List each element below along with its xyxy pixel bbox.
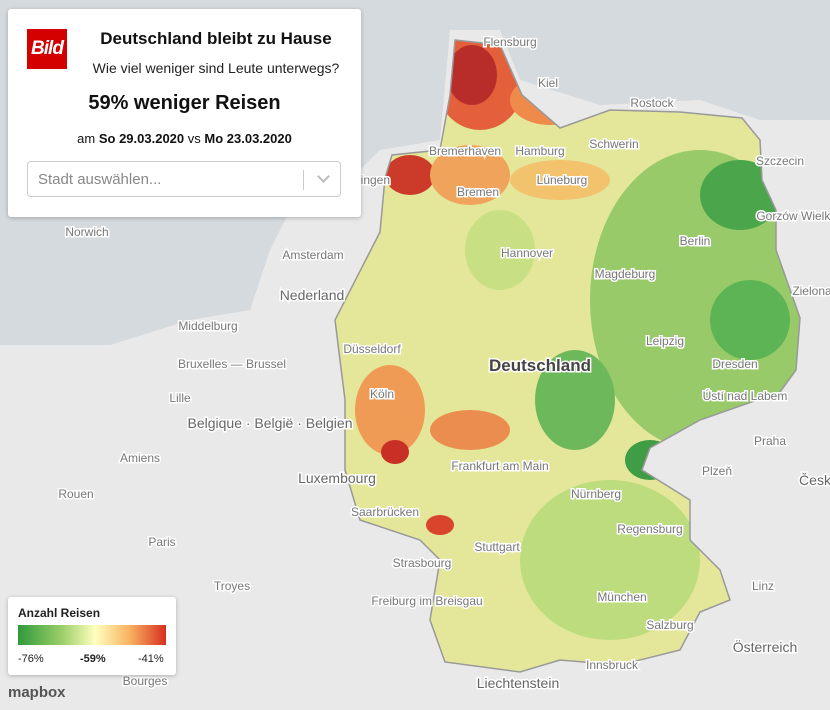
city-label: Magdeburg [595, 267, 656, 281]
city-label: Flensburg [483, 35, 536, 49]
city-label: Strasbourg [393, 556, 452, 570]
city-label: Frankfurt am Main [451, 459, 548, 473]
attribution[interactable]: mapbox [8, 684, 66, 701]
select-separator [303, 170, 304, 190]
legend-gradient [18, 625, 166, 645]
city-label: Regensburg [617, 522, 682, 536]
city-label: Middelburg [178, 319, 237, 333]
date-1: So 29.03.2020 [98, 131, 185, 146]
city-label: Amiens [120, 451, 160, 465]
city-label: Zielona [792, 284, 830, 298]
logo: Bild [27, 29, 67, 69]
city-label: Paris [148, 535, 175, 549]
country-label: Belgique · België · Belgien [188, 415, 353, 431]
title: Deutschland bleibt zu Hause [100, 29, 332, 48]
city-label: Gorzów Wielkopolski [756, 209, 830, 223]
city-label: Szczecin [756, 154, 804, 168]
country-label: Deutschland [489, 356, 591, 375]
city-label: Bremerhaven [429, 144, 501, 158]
country-label: Österreich [733, 638, 798, 655]
headline: 59% weniger Reisen [88, 92, 281, 114]
regions [355, 40, 800, 640]
city-label: Leipzig [646, 334, 684, 348]
map-labels: Deutschland Nederland Belgique · België · … [57, 34, 830, 693]
country-label: Liechtenstein [477, 675, 560, 691]
city-label: Praha [754, 434, 786, 448]
city-label: Köln [370, 387, 394, 401]
city-label: Berlin [680, 234, 711, 248]
subtitle: Wie viel weniger sind Leute unterwegs? [92, 60, 340, 76]
country-label: Česk [799, 472, 830, 488]
select-placeholder: Stadt auswählen... [38, 171, 162, 188]
country-label: Luxembourg [298, 470, 376, 486]
country-label: Nederland [280, 287, 345, 303]
city-label: Dresden [712, 357, 757, 371]
city-label: Schwerin [589, 137, 638, 151]
city-label: München [597, 590, 646, 604]
legend-tick: -41% [138, 653, 164, 665]
city-label: Hamburg [515, 144, 564, 158]
city-label: Kiel [538, 76, 558, 90]
city-label: Bourges [123, 674, 168, 688]
city-label: Düsseldorf [343, 342, 401, 356]
city-label: Lille [169, 391, 191, 405]
city-label: Salzburg [646, 618, 693, 632]
select-chevron[interactable] [317, 170, 330, 183]
legend-tick: -76% [18, 653, 44, 665]
city-label: Amsterdam [282, 248, 343, 262]
city-label: Rostock [630, 96, 674, 110]
date-2: Mo 23.03.2020 [204, 131, 292, 146]
city-label: Rouen [58, 487, 93, 501]
date-separator: vs [187, 131, 201, 146]
city-label: Lüneburg [537, 173, 588, 187]
city-select[interactable]: Stadt auswählen... [27, 161, 341, 197]
date-prefix: am [77, 131, 96, 146]
city-label: Nürnberg [571, 487, 621, 501]
city-label: Plzeň [702, 464, 732, 478]
city-label: Stuttgart [474, 540, 520, 554]
legend: Anzahl Reisen -76% -59% -41% [8, 597, 176, 675]
city-label: Troyes [214, 579, 250, 593]
city-label: Linz [752, 579, 774, 593]
city-label: Ústí nad Labem [703, 388, 788, 403]
city-label: Norwich [65, 225, 108, 239]
city-label: Hannover [501, 246, 553, 260]
city-label: Freiburg im Breisgau [371, 594, 482, 608]
date-line: am So 29.03.2020 vs Mo 23.03.2020 [8, 131, 361, 146]
info-panel: Bild Deutschland bleibt zu Hause Wie vie… [8, 9, 361, 217]
city-label: Bremen [457, 185, 499, 199]
city-label: Innsbruck [586, 658, 639, 672]
city-label: Saarbrücken [351, 505, 419, 519]
city-label: Bruxelles — Brussel [178, 357, 286, 371]
legend-tick: -59% [80, 653, 106, 665]
legend-title: Anzahl Reisen [18, 606, 101, 620]
